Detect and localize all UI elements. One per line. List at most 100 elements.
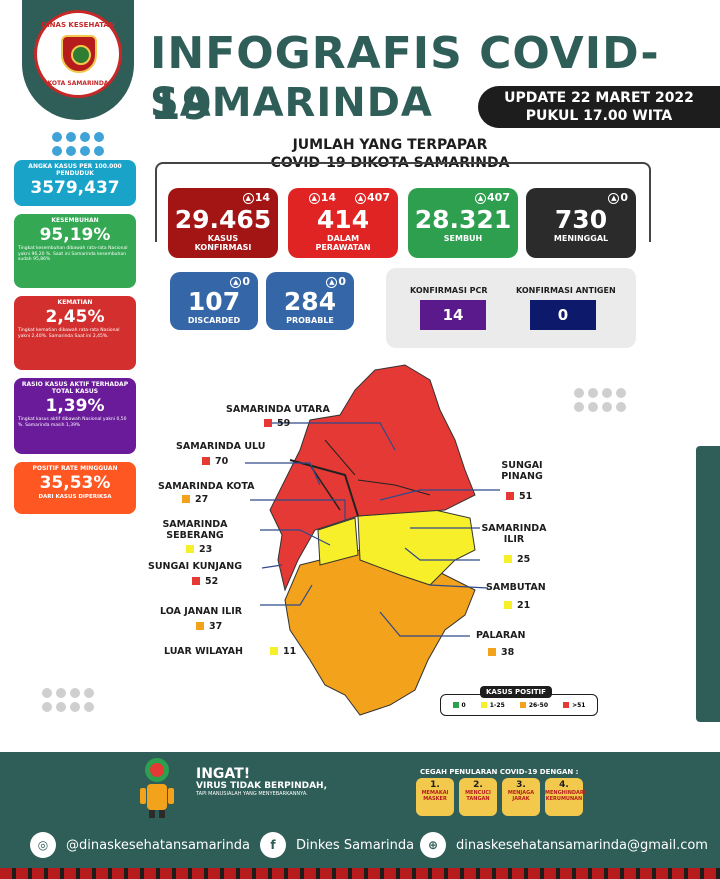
decorative-side-bar [696,446,720,722]
district-name: PALARAN [476,630,526,641]
swatch-icon [182,495,190,503]
test-panel: KONFIRMASI PCR 14 KONFIRMASI ANTIGEN 0 [386,268,636,348]
update-badge: UPDATE 22 MARET 2022 PUKUL 17.00 WITA [478,86,720,128]
reminder-title: INGAT! [196,766,251,782]
district-value: 59 [264,418,290,429]
stat-label1: SEMBUH [443,234,483,243]
card-label: POSITIF RATE MINGGUAN [32,465,118,472]
dinkes-logo: DINAS KESEHATAN KOTA SAMARINDA [34,10,122,98]
card-value: 95,19% [39,225,111,245]
card-note: DARI KASUS DIPERIKSA [38,494,112,500]
stat-label1: DISCARDED [187,316,241,325]
antigen-value: 0 [530,300,596,330]
legend-item: 26-50 [519,702,548,709]
samarinda-map [269,364,476,716]
prevention-title: CEGAH PENULARAN COVID-19 DENGAN : [420,768,579,776]
card-note: Tingkat kesembuhan dibawah rata-rata Nas… [18,246,128,262]
logo-banner: DINAS KESEHATAN KOTA SAMARINDA [22,0,134,120]
region-yellow-west [317,517,359,566]
section-bracket [155,162,651,242]
stat-value: 29.465 [174,205,272,234]
district-value: 23 [186,544,212,555]
card-value: 35,53% [39,473,111,493]
card-angka-kasus: ANGKA KASUS PER 100.000 PENDUDUK 3579,43… [14,160,136,206]
delta-up-icon: ▲ 0 [326,275,346,288]
card-kesembuhan: KESEMBUHAN 95,19% Tingkat kesembuhan dib… [14,214,136,288]
email-link[interactable]: ⊕ dinaskesehatansamarinda@gmail.com [420,832,708,858]
delta-up-icon: ▲ 407 [475,191,510,204]
swatch-icon [504,555,512,563]
stat-konfirmasi: ▲ 14 29.465 KASUS KONFIRMASI [168,188,278,258]
delta-up-icon-2: ▲ 407 [355,191,390,204]
web-icon: ⊕ [420,832,446,858]
dots-decoration-blue [52,132,104,156]
district-value: 38 [488,647,514,658]
facebook-handle: Dinkes Samarinda [296,837,415,853]
facebook-link[interactable]: f Dinkes Samarinda [260,832,414,858]
swatch-icon [270,647,278,655]
prevention-handwash: 2. MENCUCI TANGAN [459,778,497,816]
prevention-list: 1. MEMAKAI MASKER 2. MENCUCI TANGAN 3. MENJ… [416,778,586,816]
card-rasio-aktif: RASIO KASUS AKTIF TERHADAP TOTAL KASUS 1… [14,378,136,454]
stat-label1: MENINGGAL [553,234,609,243]
district-value: 21 [504,600,530,611]
swatch-icon [488,648,496,656]
stat-meninggal: ▲ 0 730 MENINGGAL [526,188,636,258]
swatch-icon [192,577,200,585]
stat-value: 414 [316,205,370,234]
reminder-small: TAPI MANUSIALAH YANG MENYEBARKANNYA. [196,791,308,797]
card-note: Tingkat kasus aktif dibawah Nasional yak… [18,417,127,428]
stat-discarded: ▲ 0 107 DISCARDED [170,272,258,330]
card-value: 2,45% [45,307,105,327]
district-name: LUAR WILAYAH [164,646,243,657]
reminder-text: INGAT! VIRUS TIDAK BERPINDAH, TAPI MANUS… [196,766,327,797]
stat-sembuh: ▲ 407 28.321 SEMBUH [408,188,518,258]
stat-label1: PROBABLE [286,316,334,325]
district-name: SAMARINDA SEBERANG [162,519,228,541]
stat-value: 107 [187,287,241,316]
swatch-icon [202,457,210,465]
shield-icon [61,35,97,73]
district-name: SUNGAI PINANG [501,460,543,482]
district-name: SAMARINDA ILIR [481,523,547,545]
stat-label2: KONFIRMASI [194,243,252,252]
district-name: SAMBUTAN [486,582,546,593]
district-value: 37 [196,621,222,632]
legend-item: 1-25 [480,702,505,709]
card-value: 1,39% [45,396,105,416]
swatch-icon [504,601,512,609]
email-address: dinaskesehatansamarinda@gmail.com [456,837,708,853]
district-name: LOA JANAN ILIR [160,606,243,617]
stat-value: 284 [283,287,337,316]
social-bar [0,820,720,870]
legend-item: 0 [452,702,466,709]
stat-label2: PERAWATAN [315,243,371,252]
district-value: 52 [192,576,218,587]
card-value: 3579,437 [30,178,120,198]
stat-value: 28.321 [414,205,512,234]
pcr-label: KONFIRMASI PCR [410,286,488,295]
district-value: 11 [270,646,296,657]
stat-label1: KASUS [207,234,239,243]
delta-up-icon: ▲ 14 [242,191,270,204]
dots-decoration-gray [574,388,626,412]
update-time: PUKUL 17.00 WITA [525,108,673,124]
region-red [269,364,476,592]
district-value: 25 [504,554,530,565]
card-positif-rate: POSITIF RATE MINGGUAN 35,53% DARI KASUS … [14,462,136,514]
facebook-icon: f [260,832,286,858]
region-orange [284,549,476,716]
antigen-label: KONFIRMASI ANTIGEN [516,286,616,295]
virus-mascot-icon [140,758,174,818]
district-name: SAMARINDA KOTA [158,481,255,492]
swatch-icon [196,622,204,630]
legend-title: KASUS POSITIF [480,686,552,698]
instagram-link[interactable]: ◎ @dinaskesehatansamarinda [30,832,250,858]
district-value: 51 [506,491,532,502]
swatch-icon [264,419,272,427]
prevention-mask: 1. MEMAKAI MASKER [416,778,454,816]
instagram-handle: @dinaskesehatansamarinda [66,837,250,853]
dots-decoration-gray-2 [42,688,94,712]
section-title-line1: JUMLAH YANG TERPAPAR [292,137,488,153]
